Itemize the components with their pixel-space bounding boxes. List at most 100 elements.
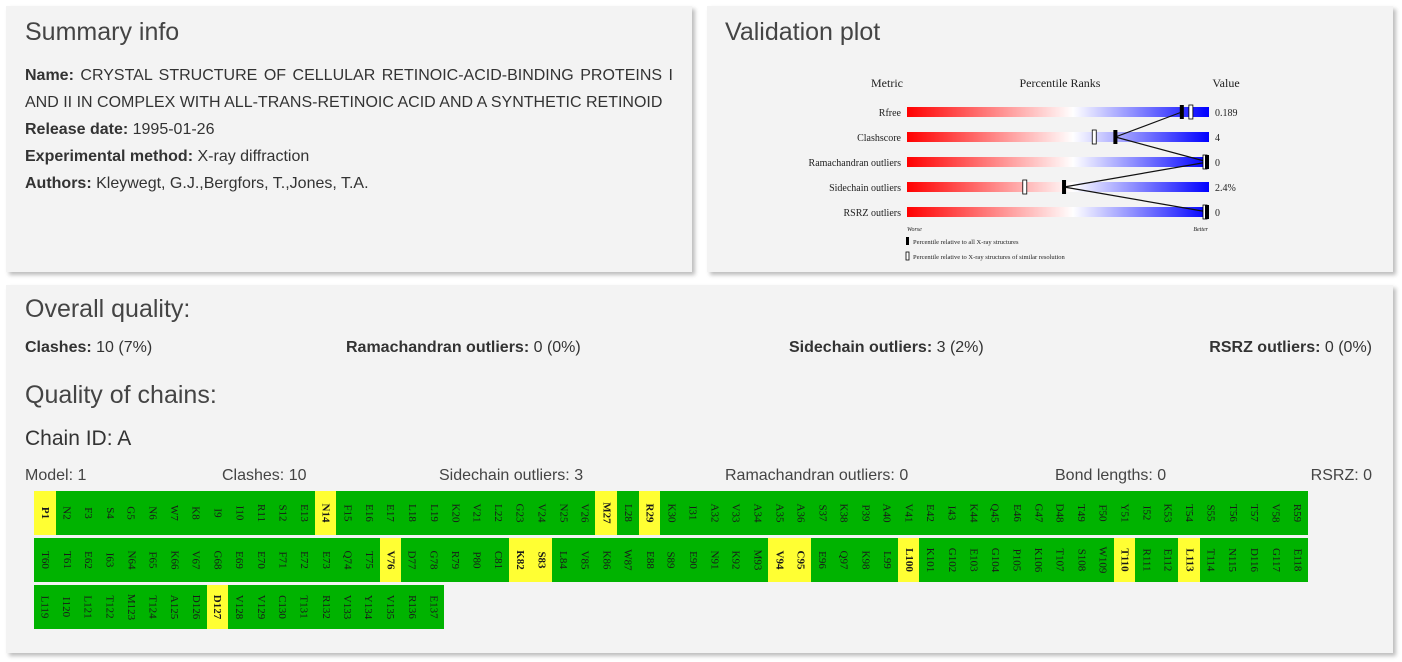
residue-cell[interactable]: L121 bbox=[77, 585, 99, 629]
residue-cell[interactable]: I43 bbox=[940, 491, 963, 535]
residue-cell[interactable]: V85 bbox=[573, 538, 596, 582]
residue-cell[interactable]: K44 bbox=[962, 491, 985, 535]
residue-cell[interactable]: D127 bbox=[206, 585, 229, 629]
residue-cell[interactable]: C130 bbox=[271, 585, 294, 629]
residue-cell[interactable]: E73 bbox=[314, 538, 337, 582]
residue-cell[interactable]: D116 bbox=[1243, 538, 1265, 582]
residue-cell[interactable]: D48 bbox=[1048, 491, 1071, 535]
residue-cell[interactable]: K98 bbox=[854, 538, 877, 582]
residue-cell[interactable]: N25 bbox=[552, 491, 574, 535]
residue-cell[interactable]: T54 bbox=[1178, 491, 1201, 535]
residue-cell[interactable]: T114 bbox=[1200, 538, 1222, 582]
residue-cell[interactable]: D126 bbox=[185, 585, 207, 629]
residue-cell[interactable]: V129 bbox=[249, 585, 272, 629]
residue-cell[interactable]: A40 bbox=[876, 491, 898, 535]
residue-cell[interactable]: E42 bbox=[919, 491, 941, 535]
residue-cell[interactable]: E62 bbox=[77, 538, 99, 582]
residue-cell[interactable]: R111 bbox=[1135, 538, 1157, 582]
residue-cell[interactable]: S108 bbox=[1070, 538, 1093, 582]
residue-cell[interactable]: V21 bbox=[465, 491, 488, 535]
residue-cell[interactable]: T75 bbox=[357, 538, 380, 582]
residue-cell[interactable]: E90 bbox=[681, 538, 704, 582]
residue-cell[interactable]: K53 bbox=[1156, 491, 1179, 535]
residue-cell[interactable]: S83 bbox=[530, 538, 553, 582]
residue-cell[interactable]: K86 bbox=[595, 538, 618, 582]
residue-cell[interactable]: Y51 bbox=[1113, 491, 1136, 535]
residue-cell[interactable]: V33 bbox=[725, 491, 747, 535]
residue-cell[interactable]: F3 bbox=[77, 491, 99, 535]
residue-cell[interactable]: S37 bbox=[811, 491, 833, 535]
residue-cell[interactable]: N115 bbox=[1221, 538, 1244, 582]
residue-cell[interactable]: A36 bbox=[789, 491, 812, 535]
residue-cell[interactable]: F50 bbox=[1092, 491, 1114, 535]
residue-cell[interactable]: T60 bbox=[34, 538, 56, 582]
residue-cell[interactable]: G68 bbox=[206, 538, 229, 582]
residue-cell[interactable]: T122 bbox=[98, 585, 121, 629]
residue-cell[interactable]: K66 bbox=[163, 538, 186, 582]
residue-cell[interactable]: L18 bbox=[401, 491, 423, 535]
residue-cell[interactable]: F65 bbox=[141, 538, 164, 582]
residue-cell[interactable]: I10 bbox=[228, 491, 250, 535]
residue-cell[interactable]: M123 bbox=[120, 585, 142, 629]
residue-cell[interactable]: R79 bbox=[444, 538, 466, 582]
residue-cell[interactable]: A34 bbox=[746, 491, 769, 535]
residue-cell[interactable]: L113 bbox=[1178, 538, 1201, 582]
residue-cell[interactable]: W109 bbox=[1092, 538, 1114, 582]
residue-cell[interactable]: V76 bbox=[379, 538, 402, 582]
residue-cell[interactable]: G78 bbox=[422, 538, 445, 582]
residue-cell[interactable]: V133 bbox=[336, 585, 358, 629]
residue-cell[interactable]: E103 bbox=[962, 538, 985, 582]
residue-cell[interactable]: M27 bbox=[595, 491, 618, 535]
residue-cell[interactable]: L19 bbox=[422, 491, 445, 535]
residue-cell[interactable]: T61 bbox=[55, 538, 78, 582]
residue-cell[interactable]: T57 bbox=[1243, 491, 1265, 535]
residue-cell[interactable]: L28 bbox=[617, 491, 639, 535]
residue-cell[interactable]: L99 bbox=[876, 538, 898, 582]
residue-cell[interactable]: V135 bbox=[379, 585, 402, 629]
residue-cell[interactable]: N6 bbox=[141, 491, 164, 535]
residue-cell[interactable]: I52 bbox=[1135, 491, 1157, 535]
residue-cell[interactable]: V67 bbox=[185, 538, 207, 582]
residue-cell[interactable]: P1 bbox=[34, 491, 56, 535]
residue-cell[interactable]: W7 bbox=[163, 491, 186, 535]
residue-cell[interactable]: P80 bbox=[465, 538, 488, 582]
residue-cell[interactable]: S4 bbox=[98, 491, 121, 535]
residue-cell[interactable]: M93 bbox=[746, 538, 769, 582]
residue-cell[interactable]: I9 bbox=[206, 491, 229, 535]
residue-cell[interactable]: G104 bbox=[984, 538, 1006, 582]
residue-cell[interactable]: F15 bbox=[336, 491, 358, 535]
residue-cell[interactable]: F71 bbox=[271, 538, 294, 582]
residue-cell[interactable]: L84 bbox=[552, 538, 574, 582]
residue-cell[interactable]: N2 bbox=[55, 491, 78, 535]
residue-cell[interactable]: E137 bbox=[422, 585, 445, 629]
residue-cell[interactable]: P39 bbox=[854, 491, 877, 535]
residue-cell[interactable]: V94 bbox=[768, 538, 790, 582]
residue-cell[interactable]: K30 bbox=[660, 491, 682, 535]
residue-cell[interactable]: K38 bbox=[832, 491, 855, 535]
residue-cell[interactable]: V128 bbox=[228, 585, 250, 629]
residue-cell[interactable]: K106 bbox=[1027, 538, 1049, 582]
residue-cell[interactable]: T49 bbox=[1070, 491, 1093, 535]
residue-cell[interactable]: S55 bbox=[1200, 491, 1222, 535]
residue-cell[interactable]: S89 bbox=[660, 538, 682, 582]
residue-cell[interactable]: Y134 bbox=[357, 585, 380, 629]
residue-cell[interactable]: E13 bbox=[293, 491, 315, 535]
residue-cell[interactable]: W87 bbox=[617, 538, 639, 582]
residue-cell[interactable]: R59 bbox=[1286, 491, 1309, 535]
residue-cell[interactable]: Q97 bbox=[832, 538, 855, 582]
residue-cell[interactable]: E17 bbox=[379, 491, 402, 535]
residue-cell[interactable]: E70 bbox=[249, 538, 272, 582]
residue-cell[interactable]: L119 bbox=[34, 585, 56, 629]
residue-cell[interactable]: T56 bbox=[1221, 491, 1244, 535]
residue-cell[interactable]: N14 bbox=[314, 491, 337, 535]
residue-cell[interactable]: V24 bbox=[530, 491, 553, 535]
residue-cell[interactable]: L22 bbox=[487, 491, 510, 535]
residue-cell[interactable]: N91 bbox=[703, 538, 725, 582]
residue-cell[interactable]: R29 bbox=[638, 491, 661, 535]
residue-cell[interactable]: P105 bbox=[1005, 538, 1028, 582]
residue-cell[interactable]: I31 bbox=[681, 491, 704, 535]
residue-cell[interactable]: G102 bbox=[940, 538, 963, 582]
residue-cell[interactable]: K8 bbox=[185, 491, 207, 535]
residue-cell[interactable]: R132 bbox=[314, 585, 337, 629]
residue-cell[interactable]: E46 bbox=[1005, 491, 1028, 535]
